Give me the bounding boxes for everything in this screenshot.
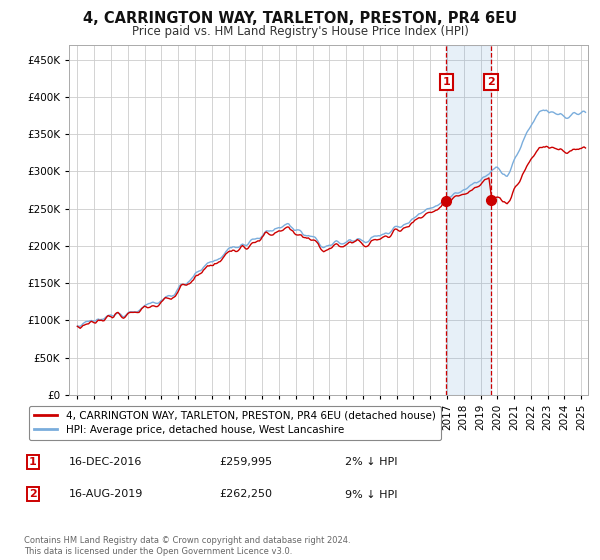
Text: 9% ↓ HPI: 9% ↓ HPI — [345, 489, 398, 500]
Text: 1: 1 — [442, 77, 450, 87]
Text: 2: 2 — [29, 489, 37, 500]
Text: 2% ↓ HPI: 2% ↓ HPI — [345, 457, 398, 467]
Text: 2: 2 — [487, 77, 495, 87]
Text: £262,250: £262,250 — [219, 489, 272, 500]
Legend: 4, CARRINGTON WAY, TARLETON, PRESTON, PR4 6EU (detached house), HPI: Average pri: 4, CARRINGTON WAY, TARLETON, PRESTON, PR… — [29, 405, 441, 440]
Text: 16-AUG-2019: 16-AUG-2019 — [69, 489, 143, 500]
Text: £259,995: £259,995 — [219, 457, 272, 467]
Text: 16-DEC-2016: 16-DEC-2016 — [69, 457, 142, 467]
Text: 1: 1 — [29, 457, 37, 467]
Text: Price paid vs. HM Land Registry's House Price Index (HPI): Price paid vs. HM Land Registry's House … — [131, 25, 469, 38]
Text: 4, CARRINGTON WAY, TARLETON, PRESTON, PR4 6EU: 4, CARRINGTON WAY, TARLETON, PRESTON, PR… — [83, 11, 517, 26]
Text: Contains HM Land Registry data © Crown copyright and database right 2024.
This d: Contains HM Land Registry data © Crown c… — [24, 536, 350, 556]
Bar — [446, 45, 491, 395]
